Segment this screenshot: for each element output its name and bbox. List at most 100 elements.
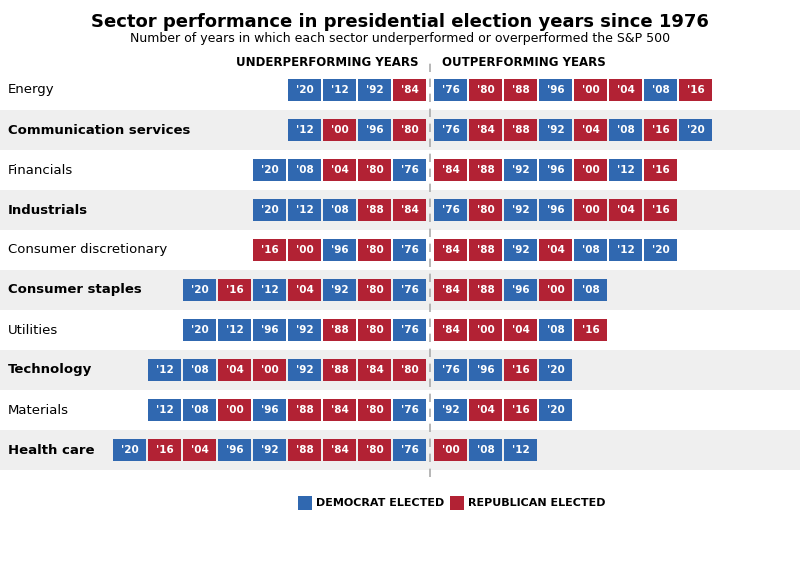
Bar xyxy=(434,79,467,101)
Bar xyxy=(358,319,391,341)
Bar xyxy=(323,199,356,221)
Bar xyxy=(218,359,251,381)
Bar xyxy=(539,79,572,101)
Bar xyxy=(288,239,321,261)
Bar xyxy=(434,319,467,341)
Text: '84: '84 xyxy=(330,405,349,415)
Bar xyxy=(574,279,607,301)
Bar xyxy=(469,159,502,181)
Bar xyxy=(393,279,426,301)
Bar xyxy=(323,439,356,461)
Text: Financials: Financials xyxy=(8,164,74,176)
Bar xyxy=(434,399,467,421)
Text: '76: '76 xyxy=(401,245,418,255)
Text: '16: '16 xyxy=(512,365,530,375)
Text: '84: '84 xyxy=(330,445,349,455)
Text: '00: '00 xyxy=(477,325,494,335)
Bar xyxy=(0,310,800,350)
Bar xyxy=(434,159,467,181)
Bar xyxy=(0,390,800,430)
Bar xyxy=(539,119,572,141)
Bar xyxy=(574,119,607,141)
Bar xyxy=(298,496,312,510)
Text: '16: '16 xyxy=(686,85,704,95)
Text: '96: '96 xyxy=(261,405,278,415)
Text: '76: '76 xyxy=(442,85,459,95)
Text: '08: '08 xyxy=(477,445,494,455)
Text: '04: '04 xyxy=(582,125,599,135)
Text: '92: '92 xyxy=(366,85,383,95)
Text: '92: '92 xyxy=(512,165,530,175)
Text: '04: '04 xyxy=(617,85,634,95)
Text: '84: '84 xyxy=(442,285,459,295)
Text: '96: '96 xyxy=(546,205,564,215)
Bar xyxy=(393,159,426,181)
Bar xyxy=(323,319,356,341)
Bar xyxy=(469,79,502,101)
Bar xyxy=(504,359,537,381)
Bar xyxy=(183,359,216,381)
Bar xyxy=(0,70,800,110)
Text: '80: '80 xyxy=(366,285,383,295)
Bar xyxy=(469,359,502,381)
Bar xyxy=(539,279,572,301)
Text: '08: '08 xyxy=(190,365,208,375)
Bar xyxy=(358,239,391,261)
Bar xyxy=(574,319,607,341)
Bar xyxy=(218,439,251,461)
Text: '88: '88 xyxy=(512,85,530,95)
Bar xyxy=(288,119,321,141)
Text: '88: '88 xyxy=(477,165,494,175)
Bar xyxy=(469,319,502,341)
Text: '12: '12 xyxy=(156,365,174,375)
Text: '12: '12 xyxy=(617,165,634,175)
Text: '20: '20 xyxy=(261,165,278,175)
Text: '04: '04 xyxy=(330,165,349,175)
Bar xyxy=(434,199,467,221)
Text: '00: '00 xyxy=(296,245,314,255)
Text: '12: '12 xyxy=(296,125,314,135)
Text: '00: '00 xyxy=(330,125,348,135)
Text: '12: '12 xyxy=(261,285,278,295)
Bar xyxy=(393,199,426,221)
Bar xyxy=(358,79,391,101)
Text: '84: '84 xyxy=(442,165,459,175)
Bar xyxy=(148,359,181,381)
Text: Technology: Technology xyxy=(8,364,92,377)
Bar xyxy=(469,239,502,261)
Bar xyxy=(574,199,607,221)
Text: Industrials: Industrials xyxy=(8,203,88,216)
Text: '96: '96 xyxy=(261,325,278,335)
Text: '80: '80 xyxy=(366,405,383,415)
Bar xyxy=(323,119,356,141)
Text: Materials: Materials xyxy=(8,404,69,416)
Bar xyxy=(539,199,572,221)
Text: Communication services: Communication services xyxy=(8,124,190,137)
Bar xyxy=(574,239,607,261)
Text: '92: '92 xyxy=(296,365,314,375)
Text: REPUBLICAN ELECTED: REPUBLICAN ELECTED xyxy=(468,498,606,508)
Bar xyxy=(539,319,572,341)
Text: DEMOCRAT ELECTED: DEMOCRAT ELECTED xyxy=(316,498,444,508)
Text: '88: '88 xyxy=(330,325,348,335)
Text: '08: '08 xyxy=(582,285,599,295)
Text: '12: '12 xyxy=(156,405,174,415)
Text: '00: '00 xyxy=(226,405,243,415)
Text: '00: '00 xyxy=(546,285,564,295)
Text: '04: '04 xyxy=(226,365,243,375)
Bar xyxy=(148,399,181,421)
Bar xyxy=(288,439,321,461)
Bar xyxy=(434,279,467,301)
Bar xyxy=(0,230,800,270)
Text: '84: '84 xyxy=(366,365,383,375)
Bar xyxy=(148,439,181,461)
Text: '08: '08 xyxy=(546,325,564,335)
Bar xyxy=(434,119,467,141)
Text: '88: '88 xyxy=(296,405,314,415)
Text: '88: '88 xyxy=(366,205,383,215)
Bar xyxy=(0,430,800,470)
Bar xyxy=(253,399,286,421)
Bar xyxy=(183,399,216,421)
Text: '96: '96 xyxy=(546,165,564,175)
Text: '12: '12 xyxy=(512,445,530,455)
